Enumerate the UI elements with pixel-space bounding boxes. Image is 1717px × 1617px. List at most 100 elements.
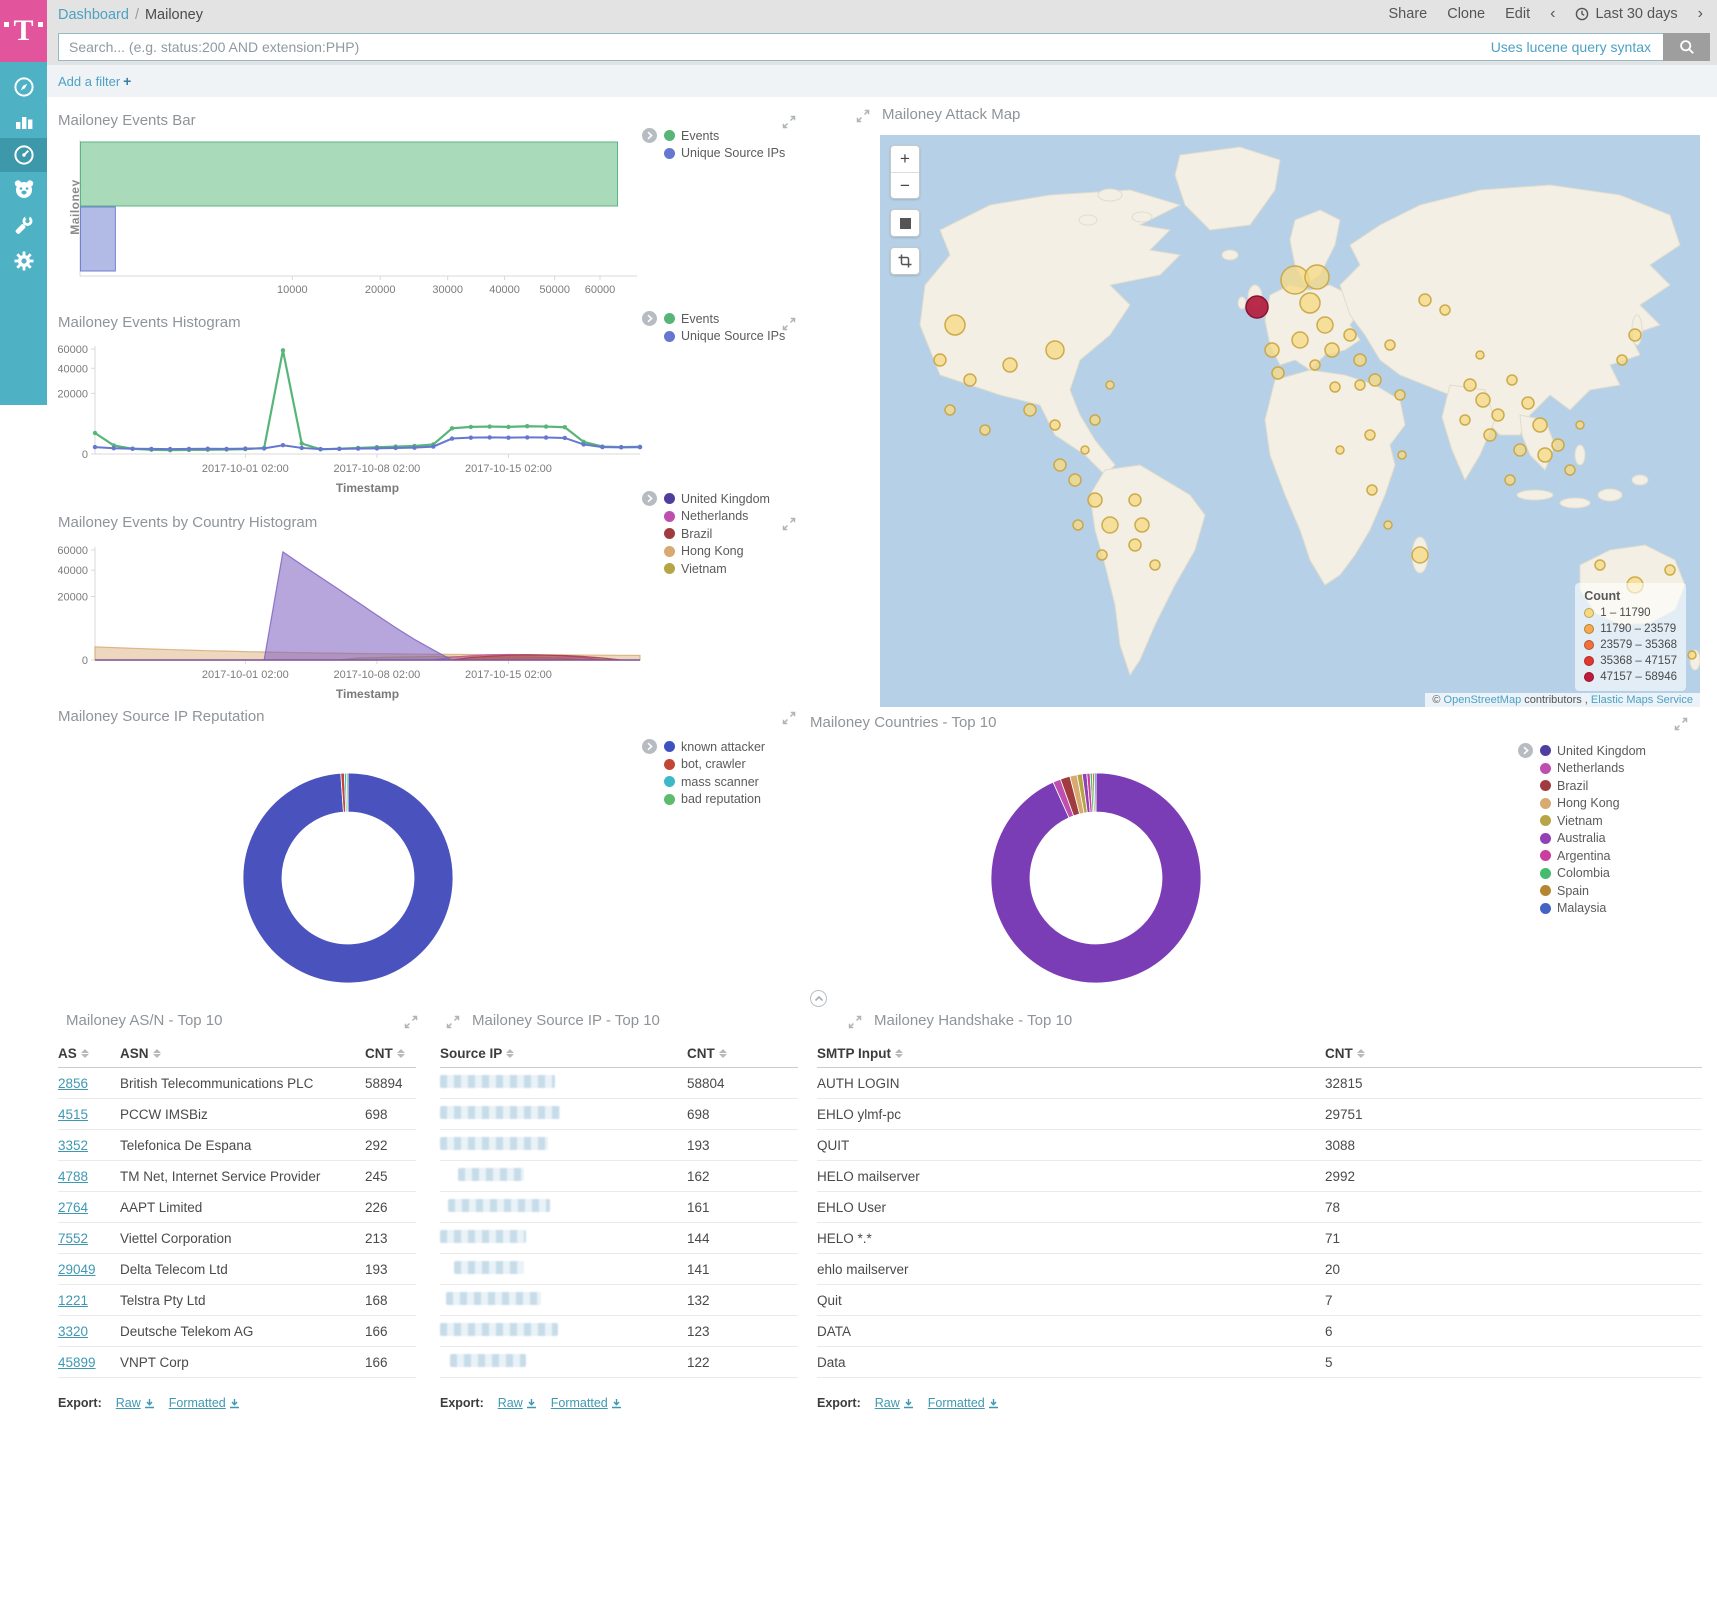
telekom-logo[interactable]: T bbox=[0, 0, 47, 62]
attack-point[interactable] bbox=[1304, 264, 1330, 290]
as-number-link[interactable]: 4788 bbox=[58, 1168, 89, 1184]
attack-point[interactable] bbox=[1551, 438, 1565, 452]
attack-point[interactable] bbox=[1324, 342, 1340, 358]
attack-point[interactable] bbox=[1459, 414, 1471, 426]
attack-point[interactable] bbox=[1053, 458, 1067, 472]
attack-point[interactable] bbox=[1271, 366, 1285, 380]
sidebar-item-visualize[interactable] bbox=[0, 104, 47, 138]
attack-point[interactable] bbox=[1537, 447, 1553, 463]
column-header-smtp-input[interactable]: SMTP Input bbox=[817, 1046, 1325, 1061]
attack-point[interactable] bbox=[1149, 559, 1161, 571]
attack-point[interactable] bbox=[1264, 342, 1280, 358]
as-number-link[interactable]: 3352 bbox=[58, 1137, 89, 1153]
attack-point[interactable] bbox=[1504, 474, 1516, 486]
map-zoom-in-button[interactable]: + bbox=[900, 149, 910, 168]
attack-point[interactable] bbox=[1411, 546, 1429, 564]
countries-donut-chart[interactable] bbox=[988, 770, 1204, 986]
attack-point[interactable] bbox=[1329, 381, 1341, 393]
legend-item[interactable]: mass scanner bbox=[664, 773, 765, 791]
column-header-cnt[interactable]: CNT bbox=[687, 1046, 798, 1061]
legend-item[interactable]: Events bbox=[664, 127, 785, 145]
attack-point[interactable] bbox=[1335, 445, 1345, 455]
attack-point[interactable] bbox=[1439, 304, 1451, 316]
as-number-link[interactable]: 4515 bbox=[58, 1106, 89, 1122]
edit-button[interactable]: Edit bbox=[1505, 6, 1531, 22]
attack-point[interactable] bbox=[1664, 564, 1676, 576]
as-number-link[interactable]: 1221 bbox=[58, 1292, 89, 1308]
attack-point[interactable] bbox=[1134, 517, 1150, 533]
as-number-link[interactable]: 45899 bbox=[58, 1354, 96, 1370]
attack-point[interactable] bbox=[1105, 380, 1115, 390]
column-header-as[interactable]: AS bbox=[58, 1046, 120, 1061]
reputation-donut-chart[interactable] bbox=[240, 770, 456, 986]
map-zoom-out-button[interactable]: − bbox=[891, 172, 919, 198]
attack-point[interactable] bbox=[1343, 328, 1357, 342]
attack-point[interactable] bbox=[944, 314, 966, 336]
attack-point[interactable] bbox=[1068, 473, 1082, 487]
legend-item[interactable]: Australia bbox=[1540, 830, 1646, 848]
attack-point[interactable] bbox=[1368, 373, 1382, 387]
attack-point[interactable] bbox=[1397, 450, 1407, 460]
share-button[interactable]: Share bbox=[1388, 6, 1428, 22]
legend-toggle-icon[interactable] bbox=[1518, 743, 1533, 758]
map-crop-button[interactable] bbox=[891, 248, 919, 274]
sidebar-item-dashboard[interactable] bbox=[0, 138, 47, 172]
export-raw-link[interactable]: Raw bbox=[875, 1396, 914, 1410]
attack-point[interactable] bbox=[1483, 428, 1497, 442]
attack-map-canvas[interactable]: + − Count 1 – 11790 11790 – 23579 23579 – … bbox=[880, 135, 1700, 707]
attack-point[interactable] bbox=[1316, 316, 1334, 334]
time-prev-button[interactable]: ‹ bbox=[1550, 5, 1556, 22]
as-number-link[interactable]: 2856 bbox=[58, 1075, 89, 1091]
sidebar-item-management[interactable] bbox=[0, 244, 47, 278]
column-header-source-ip[interactable]: Source IP bbox=[440, 1046, 687, 1061]
attack-point[interactable] bbox=[1364, 429, 1376, 441]
map-fit-button[interactable] bbox=[891, 210, 919, 236]
attack-point[interactable] bbox=[1045, 340, 1065, 360]
legend-item[interactable]: Netherlands bbox=[664, 508, 770, 526]
collapse-row-button[interactable] bbox=[810, 990, 827, 1007]
sidebar-item-devtools[interactable] bbox=[0, 208, 47, 242]
attack-point[interactable] bbox=[1002, 357, 1018, 373]
search-input[interactable] bbox=[59, 39, 1491, 55]
attack-point[interactable] bbox=[1513, 443, 1527, 457]
legend-item[interactable]: Vietnam bbox=[1540, 812, 1646, 830]
legend-item[interactable]: Argentina bbox=[1540, 847, 1646, 865]
attack-point[interactable] bbox=[1023, 403, 1037, 417]
as-number-link[interactable]: 7552 bbox=[58, 1230, 89, 1246]
export-raw-link[interactable]: Raw bbox=[116, 1396, 155, 1410]
column-header-asn[interactable]: ASN bbox=[120, 1046, 365, 1061]
attack-point[interactable] bbox=[1087, 492, 1103, 508]
attack-point[interactable] bbox=[1354, 379, 1366, 391]
attack-point[interactable] bbox=[963, 373, 977, 387]
legend-item[interactable]: Malaysia bbox=[1540, 900, 1646, 918]
attack-point[interactable] bbox=[1463, 378, 1477, 392]
legend-item[interactable]: Unique Source IPs bbox=[664, 328, 785, 346]
attack-point[interactable] bbox=[1616, 354, 1628, 366]
expand-icon-srcip-table[interactable] bbox=[446, 1015, 460, 1029]
legend-item[interactable]: Brazil bbox=[1540, 777, 1646, 795]
attack-point[interactable] bbox=[944, 404, 956, 416]
time-range-picker[interactable]: Last 30 days bbox=[1575, 6, 1678, 22]
search-button[interactable] bbox=[1663, 33, 1710, 61]
legend-toggle-icon[interactable] bbox=[642, 311, 657, 326]
attack-point[interactable] bbox=[1128, 538, 1142, 552]
legend-item[interactable]: known attacker bbox=[664, 738, 765, 756]
legend-toggle-icon[interactable] bbox=[642, 739, 657, 754]
attack-point[interactable] bbox=[1383, 520, 1393, 530]
export-formatted-link[interactable]: Formatted bbox=[928, 1396, 999, 1410]
clone-button[interactable]: Clone bbox=[1447, 6, 1486, 22]
attack-point[interactable] bbox=[1687, 650, 1697, 660]
legend-item[interactable]: Brazil bbox=[664, 525, 770, 543]
expand-icon-reputation[interactable] bbox=[782, 711, 796, 725]
attack-point[interactable] bbox=[1353, 353, 1367, 367]
expand-icon-countries[interactable] bbox=[1674, 717, 1688, 731]
attack-point[interactable] bbox=[1418, 293, 1432, 307]
legend-item[interactable]: Spain bbox=[1540, 882, 1646, 900]
attack-point[interactable] bbox=[979, 424, 991, 436]
legend-item[interactable]: Netherlands bbox=[1540, 760, 1646, 778]
attack-point[interactable] bbox=[1628, 328, 1642, 342]
donut-slice-known-attacker[interactable] bbox=[242, 772, 454, 984]
elastic-maps-link[interactable]: Elastic Maps Service bbox=[1590, 694, 1693, 706]
expand-icon-attack-map[interactable] bbox=[856, 109, 870, 123]
donut-slice-bad-reputation[interactable] bbox=[345, 772, 349, 813]
